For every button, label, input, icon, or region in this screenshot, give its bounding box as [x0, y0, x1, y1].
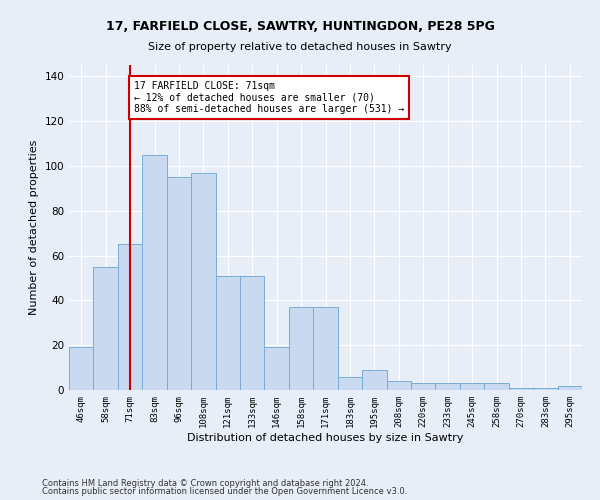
Bar — [386, 381, 411, 390]
Bar — [69, 348, 94, 390]
Text: 17, FARFIELD CLOSE, SAWTRY, HUNTINGDON, PE28 5PG: 17, FARFIELD CLOSE, SAWTRY, HUNTINGDON, … — [106, 20, 494, 33]
Text: Size of property relative to detached houses in Sawtry: Size of property relative to detached ho… — [148, 42, 452, 52]
Bar — [436, 384, 460, 390]
Text: 17 FARFIELD CLOSE: 71sqm
← 12% of detached houses are smaller (70)
88% of semi-d: 17 FARFIELD CLOSE: 71sqm ← 12% of detach… — [134, 80, 404, 114]
Bar — [484, 384, 509, 390]
Bar — [240, 276, 265, 390]
Bar — [118, 244, 142, 390]
Bar — [509, 388, 533, 390]
Bar — [362, 370, 386, 390]
Bar — [460, 384, 484, 390]
Y-axis label: Number of detached properties: Number of detached properties — [29, 140, 39, 315]
Bar — [215, 276, 240, 390]
Text: Contains public sector information licensed under the Open Government Licence v3: Contains public sector information licen… — [42, 487, 407, 496]
Bar — [557, 386, 582, 390]
Bar — [167, 177, 191, 390]
Text: Contains HM Land Registry data © Crown copyright and database right 2024.: Contains HM Land Registry data © Crown c… — [42, 478, 368, 488]
Bar — [338, 376, 362, 390]
Bar — [94, 266, 118, 390]
X-axis label: Distribution of detached houses by size in Sawtry: Distribution of detached houses by size … — [187, 432, 464, 442]
Bar — [313, 307, 338, 390]
Bar — [265, 348, 289, 390]
Bar — [191, 172, 215, 390]
Bar — [142, 154, 167, 390]
Bar — [411, 384, 436, 390]
Bar — [289, 307, 313, 390]
Bar — [533, 388, 557, 390]
